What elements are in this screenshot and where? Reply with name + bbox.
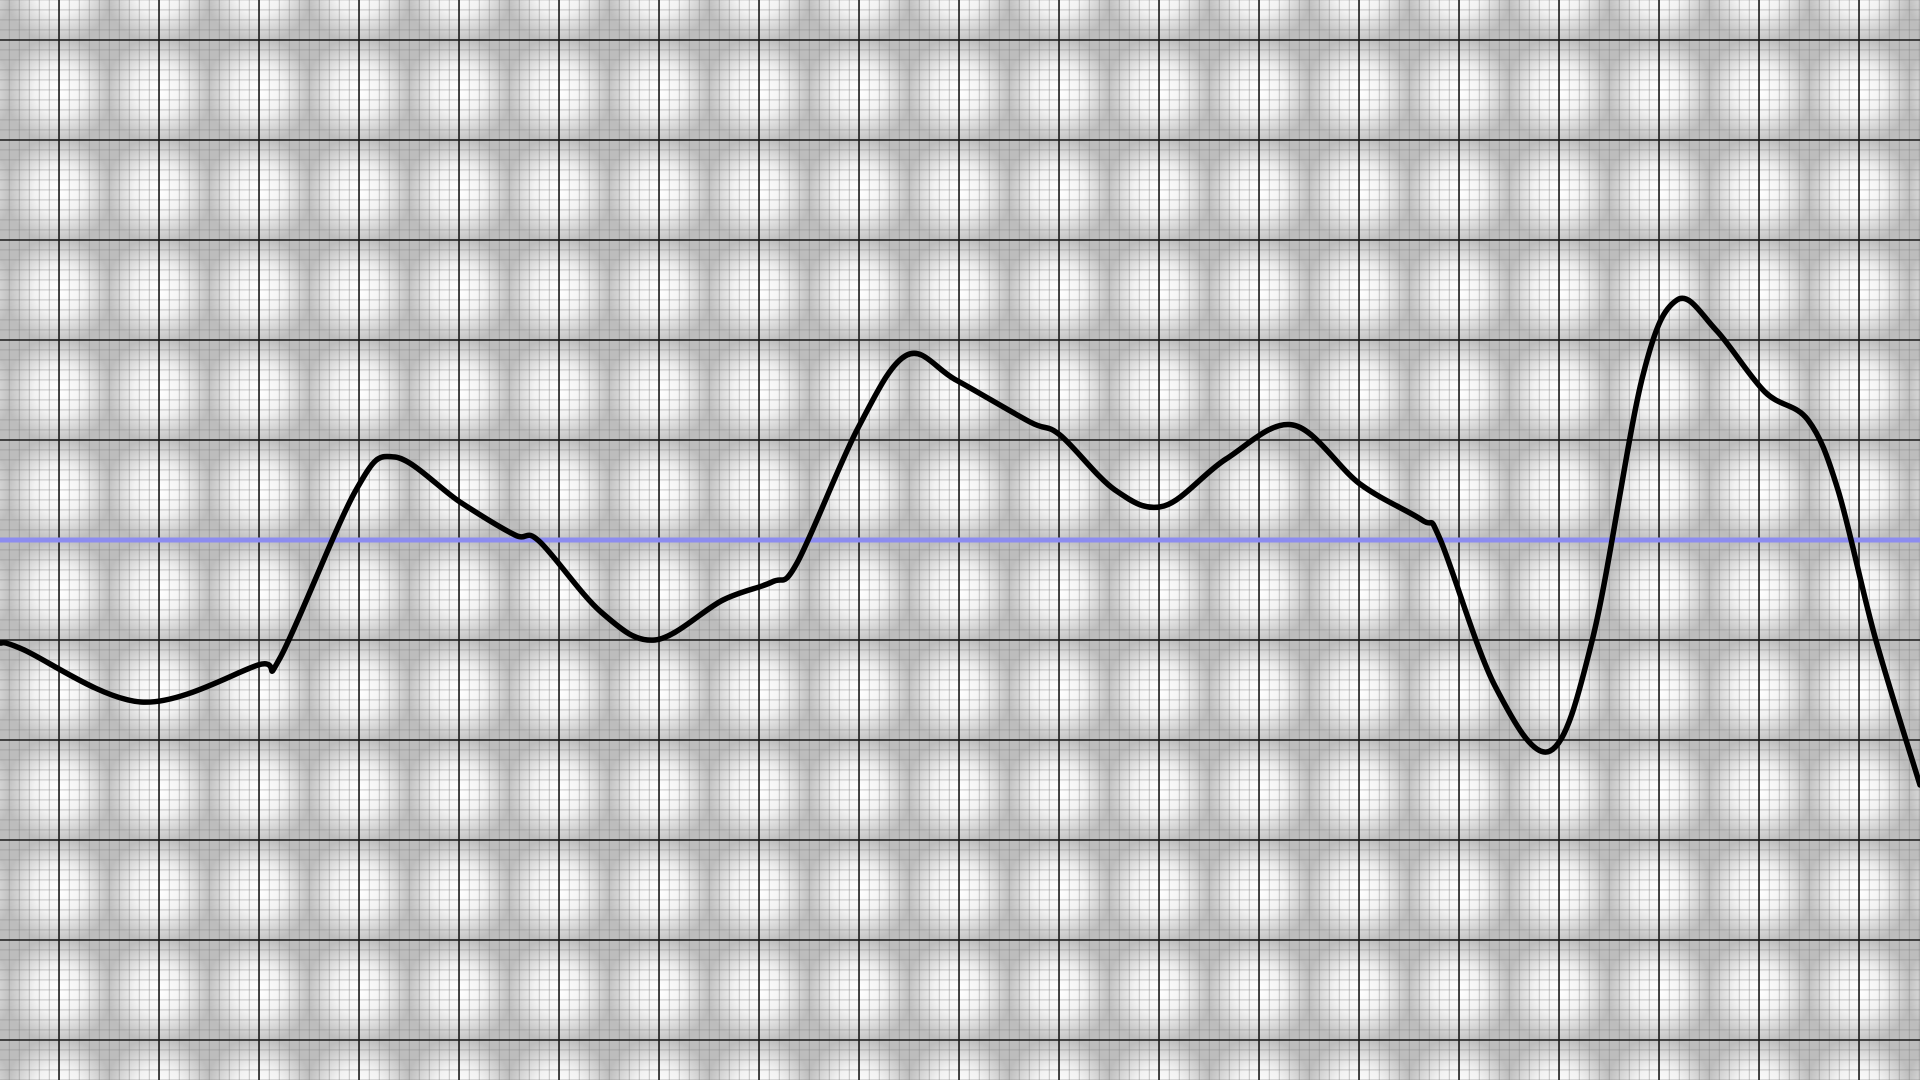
data-line xyxy=(0,295,1920,788)
